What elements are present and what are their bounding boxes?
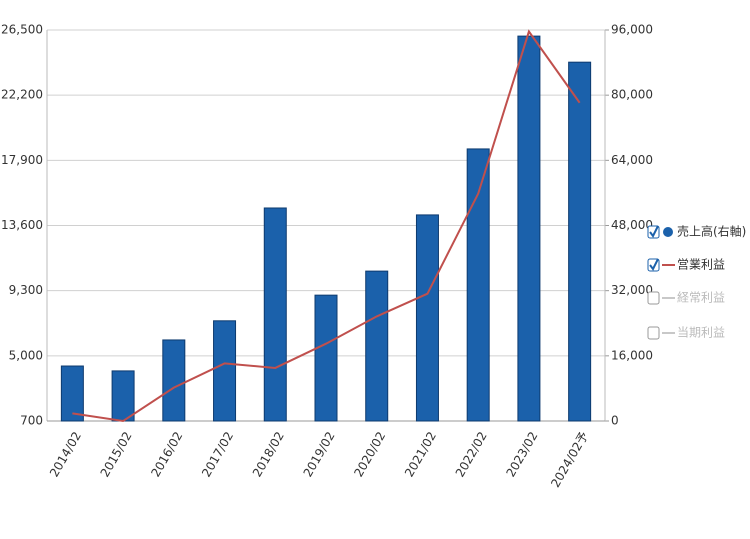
bar xyxy=(60,365,84,422)
y2-tick-label: 32,000 xyxy=(611,283,653,297)
y-tick-label: 5,000 xyxy=(9,348,43,362)
x-tick-label: 2021/02 xyxy=(402,429,439,479)
y2-tick-label: 16,000 xyxy=(611,348,653,362)
bar xyxy=(568,61,592,422)
y2-tick-label: 80,000 xyxy=(611,88,653,102)
legend-label[interactable]: 当期利益 xyxy=(677,326,725,340)
x-tick-label: 2024/02予 xyxy=(548,429,591,490)
bar xyxy=(517,35,541,422)
legend-label[interactable]: 売上高(右軸) xyxy=(677,224,746,239)
legend-check xyxy=(649,225,659,238)
x-tick-label: 2015/02 xyxy=(98,429,135,479)
y-tick-label: 17,900 xyxy=(1,153,43,167)
legend-checkbox[interactable] xyxy=(647,326,660,340)
legend-check xyxy=(649,258,659,271)
x-tick-label: 2023/02 xyxy=(503,429,540,479)
bar xyxy=(263,207,287,422)
legend-checkbox[interactable] xyxy=(647,291,660,305)
bar xyxy=(314,294,338,422)
y-tick-label: 26,500 xyxy=(1,23,43,37)
legend-label[interactable]: 経常利益 xyxy=(677,291,725,305)
bar xyxy=(111,370,135,422)
x-tick-label: 2019/02 xyxy=(301,429,338,479)
y2-tick-label: 48,000 xyxy=(611,218,653,232)
x-tick-label: 2020/02 xyxy=(351,429,388,479)
legend-swatch xyxy=(663,227,673,237)
y-tick-label: 700 xyxy=(20,414,43,428)
y-tick-label: 13,600 xyxy=(1,218,43,232)
bar xyxy=(466,148,490,422)
x-tick-label: 2017/02 xyxy=(199,429,236,479)
y2-tick-label: 64,000 xyxy=(611,153,653,167)
x-tick-label: 2018/02 xyxy=(250,429,287,479)
y2-tick-label: 96,000 xyxy=(611,23,653,37)
y-tick-label: 9,300 xyxy=(9,283,43,297)
bar xyxy=(162,339,186,422)
bar xyxy=(415,214,439,422)
y-tick-label: 22,200 xyxy=(1,88,43,102)
line xyxy=(72,29,581,423)
y2-tick-label: 0 xyxy=(611,414,619,428)
x-tick-label: 2016/02 xyxy=(148,429,185,479)
legend-label[interactable]: 営業利益 xyxy=(677,258,725,272)
bar xyxy=(213,320,237,422)
bar xyxy=(365,270,389,422)
x-tick-label: 2014/02 xyxy=(47,429,84,479)
x-tick-label: 2022/02 xyxy=(453,429,490,479)
